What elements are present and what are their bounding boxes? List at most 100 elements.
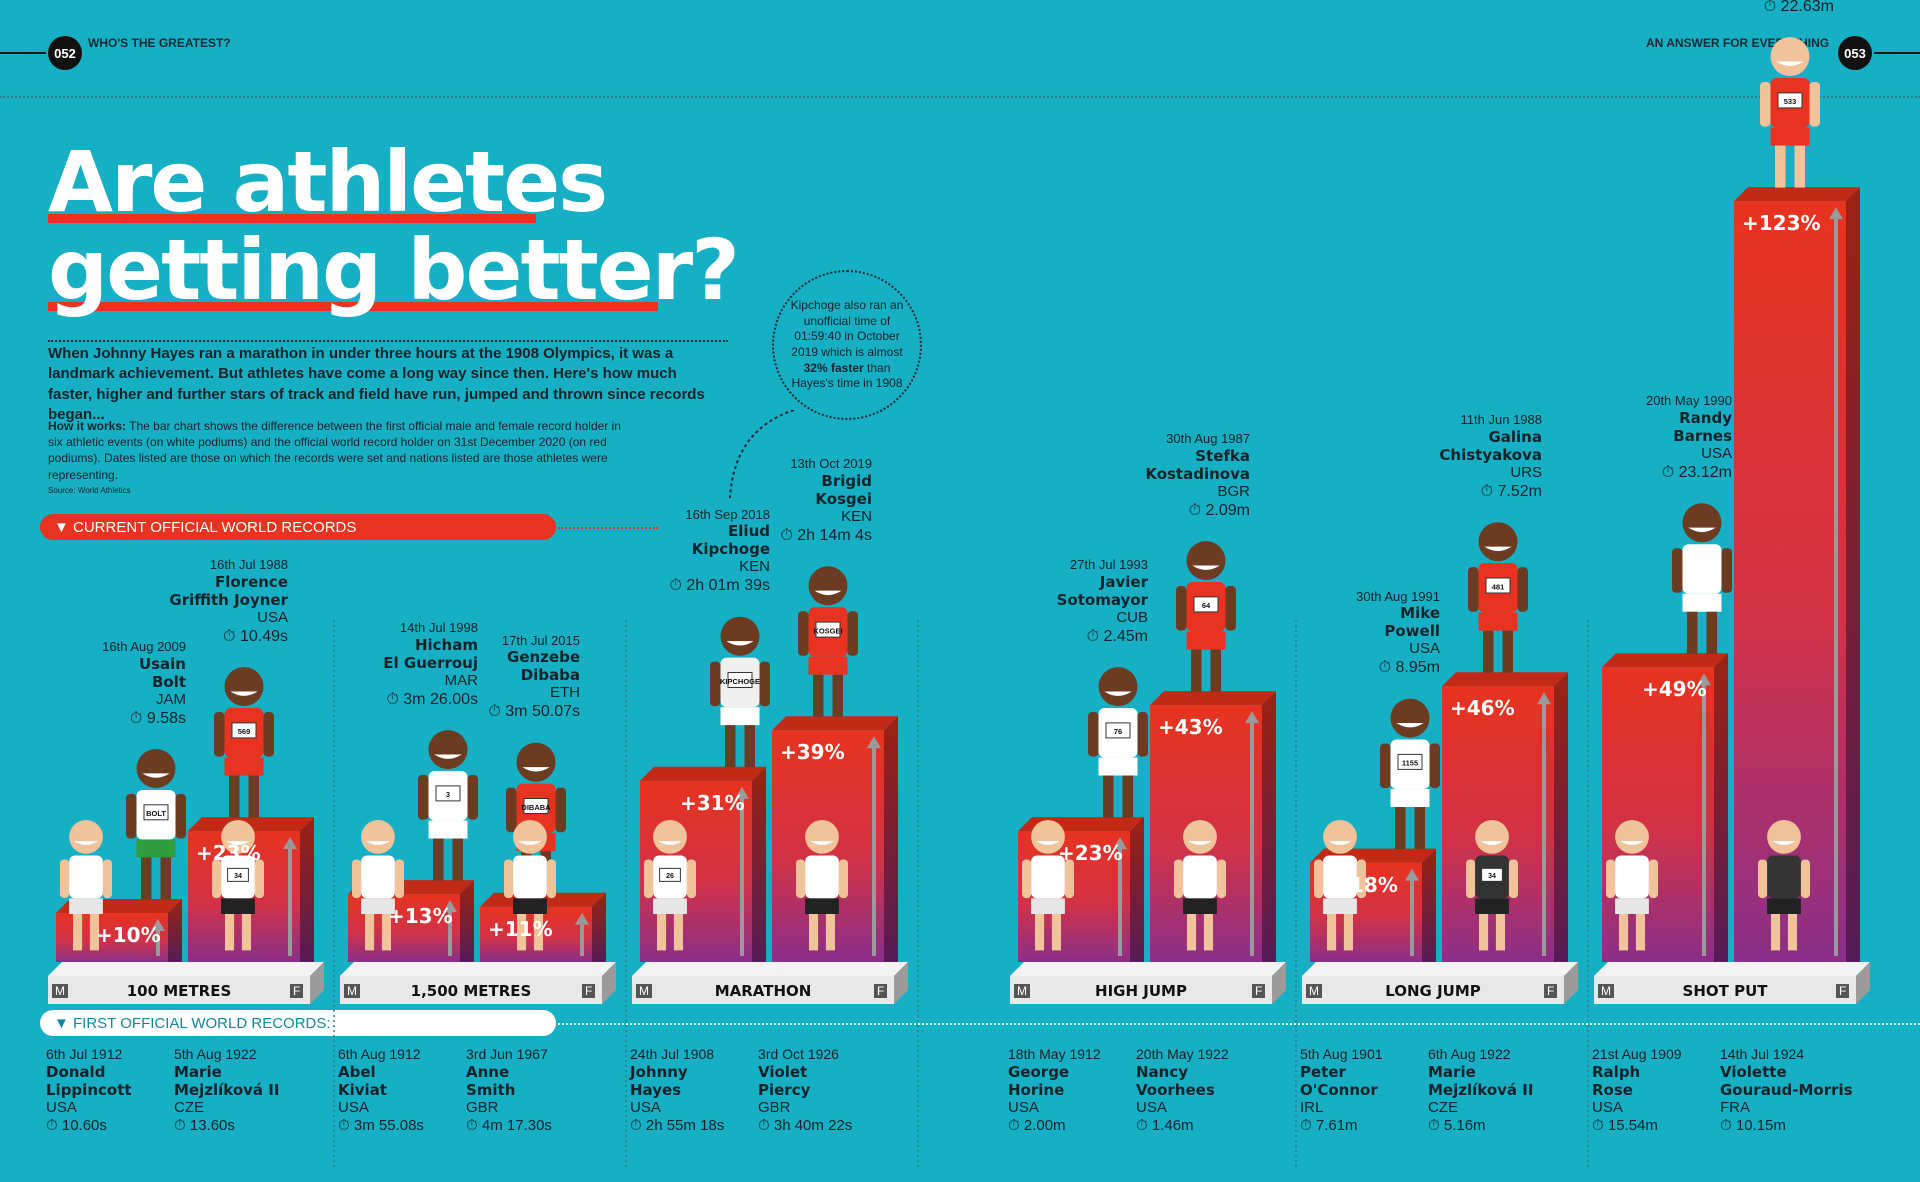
athlete-old-f-3-head bbox=[1183, 820, 1217, 854]
old-m-info-0-country: USA bbox=[46, 1098, 77, 1116]
athlete-cur-m-2: KIPCHOGE bbox=[710, 616, 770, 768]
bar-f-side-0 bbox=[300, 817, 314, 962]
bar-f-top-3 bbox=[1150, 691, 1276, 706]
cur-f-info-2-date: 13th Oct 2019 bbox=[790, 456, 872, 472]
athlete-old-f-0: 34 bbox=[212, 820, 264, 951]
cur-f-info-3-country: BGR bbox=[1217, 482, 1250, 500]
bar-f-side-1 bbox=[592, 892, 606, 962]
athlete-old-f-0-bib bbox=[227, 867, 249, 882]
athlete-cur-f-5-bib-text: 533 bbox=[1784, 97, 1797, 106]
cur-m-info-2-date: 16th Sep 2018 bbox=[685, 506, 770, 522]
athlete-old-f-2-leg-right bbox=[825, 913, 835, 951]
athlete-old-f-1-smile bbox=[518, 841, 542, 845]
athlete-old-m-3-arm-right bbox=[1064, 859, 1074, 899]
cur-m-info-5-country: USA bbox=[1701, 444, 1732, 462]
left-page-number: 052 bbox=[48, 36, 82, 70]
athlete-old-f-5-arm-left bbox=[1758, 859, 1768, 899]
athlete-cur-m-2-arm-right bbox=[759, 661, 770, 707]
athlete-cur-m-3-smile bbox=[1104, 691, 1132, 696]
athlete-old-f-4-bib-text: 34 bbox=[1488, 873, 1496, 880]
podium-f-label-0: F bbox=[290, 984, 304, 998]
athlete-cur-m-4-bib bbox=[1397, 753, 1423, 770]
athlete-old-m-4 bbox=[1314, 820, 1366, 951]
cur-f-info-2-name1: Brigid bbox=[821, 471, 872, 490]
old-m-info-1-mark: ⏱ 3m 55.08s bbox=[338, 1116, 424, 1134]
kipchoge-callout: Kipchoge also ran an unofficial time of … bbox=[772, 270, 922, 420]
athlete-cur-m-5-leg-left bbox=[1687, 611, 1698, 654]
athlete-cur-f-4-arm-right bbox=[1517, 567, 1528, 612]
athlete-old-f-4-shorts bbox=[1475, 898, 1509, 914]
old-m-info-2-country: USA bbox=[630, 1098, 661, 1116]
athlete-old-m-4-arm-right bbox=[1356, 859, 1366, 899]
event-label-4: LONG JUMP bbox=[1385, 982, 1481, 1000]
bar-m-side-5 bbox=[1714, 653, 1728, 962]
cur-m-info-0-mark: ⏱ 9.58s bbox=[129, 709, 186, 727]
old-m-info-0-date: 6th Jul 1912 bbox=[46, 1046, 123, 1062]
cur-m-info-3-name1: Javier bbox=[1099, 572, 1148, 591]
bar-m-arrowhead-4 bbox=[1405, 868, 1419, 881]
athlete-cur-f-4-shorts bbox=[1478, 612, 1518, 631]
athlete-cur-m-2-arm-left bbox=[710, 661, 721, 707]
cur-f-info-1-name2: Dibaba bbox=[520, 666, 580, 685]
old-m-info-5-name2: Rose bbox=[1592, 1080, 1633, 1099]
athlete-old-m-2-arm-right bbox=[686, 859, 696, 899]
athlete-cur-f-2-smile bbox=[814, 590, 842, 596]
athlete-cur-f-5-arm-left bbox=[1760, 82, 1771, 127]
athlete-cur-m-1-bib bbox=[435, 785, 461, 802]
cur-m-info-3-name2: Sotomayor bbox=[1056, 590, 1148, 609]
athlete-old-f-2 bbox=[796, 820, 848, 951]
old-m-info-4-name2: O'Connor bbox=[1300, 1080, 1378, 1099]
first-records-banner: ▼ FIRST OFFICIAL WORLD RECORDS: bbox=[40, 1010, 556, 1036]
cur-f-info-5: 7th Jun 1987NatalyaLisovskayaURS⏱ 22.63m bbox=[1634, 0, 1834, 16]
cur-m-info-1-name2: El Guerrouj bbox=[383, 653, 478, 672]
old-f-info-1: 3rd Jun 1967 Anne Smith GBR ⏱ 4m 17.30s bbox=[466, 1046, 606, 1135]
athlete-cur-m-4-leg-left bbox=[1395, 807, 1406, 850]
bar-m-top-5 bbox=[1602, 653, 1728, 668]
cur-f-info-3-name2: Kostadinova bbox=[1145, 464, 1250, 483]
cur-f-info-0-name1: Florence bbox=[214, 572, 288, 591]
old-m-info-5-mark: ⏱ 15.54m bbox=[1592, 1116, 1658, 1134]
old-m-info-5-name1: Ralph bbox=[1592, 1062, 1641, 1081]
athlete-cur-f-5-leg-right bbox=[1794, 145, 1805, 188]
athlete-cur-f-3-arm-left bbox=[1176, 586, 1187, 631]
podium-base-3 bbox=[1010, 976, 1272, 1004]
pct-f-1: +11% bbox=[488, 916, 553, 941]
athlete-old-m-4-shorts bbox=[1323, 898, 1357, 914]
athlete-old-m-2-head bbox=[653, 820, 687, 854]
athlete-old-m-4-arm-left bbox=[1314, 859, 1324, 899]
current-records-banner: ▼ CURRENT OFFICIAL WORLD RECORDS bbox=[40, 514, 556, 540]
old-f-info-4-date: 6th Aug 1922 bbox=[1428, 1046, 1511, 1062]
page-title-line1: Are athletes bbox=[48, 133, 608, 231]
podium-top-1 bbox=[340, 962, 616, 976]
podium-top-4 bbox=[1302, 962, 1578, 976]
athlete-cur-f-0-leg-left bbox=[229, 775, 240, 818]
athlete-cur-m-3: 76 bbox=[1088, 667, 1148, 818]
cur-m-info-2-country: KEN bbox=[739, 558, 770, 576]
athlete-old-f-1-shorts bbox=[513, 898, 547, 914]
bar-m-side-0 bbox=[168, 899, 182, 962]
old-f-info-2: 3rd Oct 1926 Violet Piercy GBR ⏱ 3h 40m 22s bbox=[758, 1046, 898, 1135]
athlete-old-m-1-leg-left bbox=[365, 913, 375, 951]
old-f-info-2-name2: Piercy bbox=[758, 1080, 811, 1099]
athlete-cur-f-3-leg-right bbox=[1210, 649, 1221, 692]
athlete-old-f-0-smile bbox=[226, 841, 250, 845]
podium-m-label-1: M bbox=[344, 984, 360, 998]
bar-m-side-3 bbox=[1130, 817, 1144, 962]
athlete-cur-f-1-arm-left bbox=[506, 787, 517, 833]
athlete-old-m-1-head bbox=[361, 820, 395, 854]
left-section-title: WHO'S THE GREATEST? bbox=[88, 36, 231, 50]
athlete-old-m-5-arm-right bbox=[1648, 859, 1658, 899]
podium-base-2 bbox=[632, 976, 894, 1004]
athlete-old-m-2: 26 bbox=[644, 820, 696, 951]
cur-m-info-1-name1: Hicham bbox=[414, 635, 478, 654]
old-m-info-2-name1: Johnny bbox=[630, 1062, 688, 1081]
athlete-cur-f-3-arm-right bbox=[1225, 586, 1236, 631]
athlete-old-f-1-arm-right bbox=[546, 859, 556, 899]
cur-m-info-1-country: MAR bbox=[444, 671, 478, 689]
athlete-cur-m-0-leg-left bbox=[141, 857, 152, 900]
old-m-info-0-name1: Donald bbox=[46, 1062, 106, 1081]
athlete-old-f-4-bib bbox=[1481, 867, 1503, 882]
athlete-cur-m-2-bib-text: KIPCHOGE bbox=[720, 677, 760, 686]
old-f-info-3-name2: Voorhees bbox=[1136, 1080, 1215, 1099]
